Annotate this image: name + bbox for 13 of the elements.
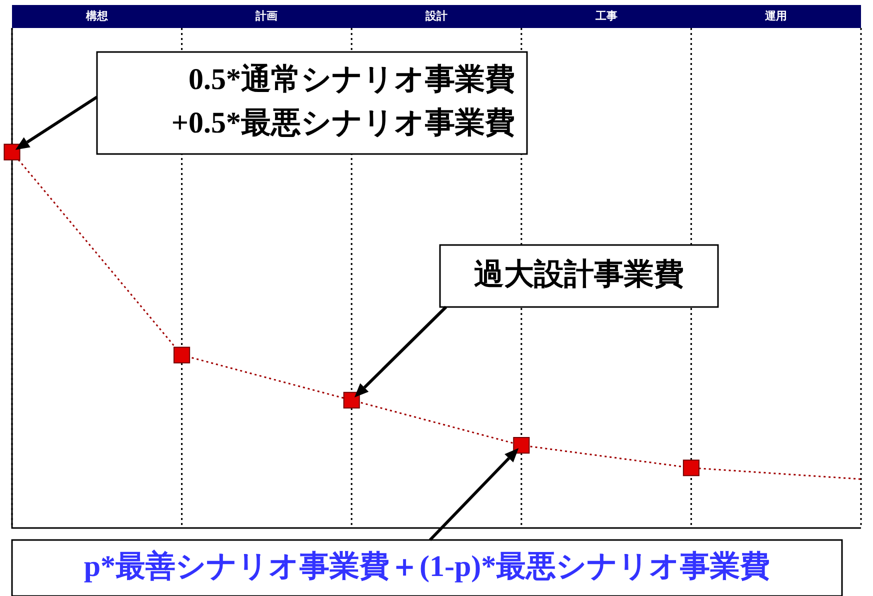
- text: 0.5*通常シナリオ事業費 +0.5*最悪シナリオ事業費: [171, 63, 515, 140]
- point: [4, 144, 20, 160]
- text: 設計: [424, 9, 448, 22]
- point: [343, 392, 360, 408]
- point: [513, 437, 530, 454]
- annotation: 過大設計事業費: [474, 258, 684, 291]
- text: 構想: [84, 9, 109, 22]
- text: 工事: [594, 9, 618, 22]
- point: [682, 460, 700, 476]
- text: p*最善シナリオ事業費＋(1-p)*最悪シナリオ事業費: [84, 548, 770, 583]
- point: [174, 346, 190, 364]
- text: 計画: [254, 9, 278, 22]
- text: 運用: [764, 9, 788, 22]
